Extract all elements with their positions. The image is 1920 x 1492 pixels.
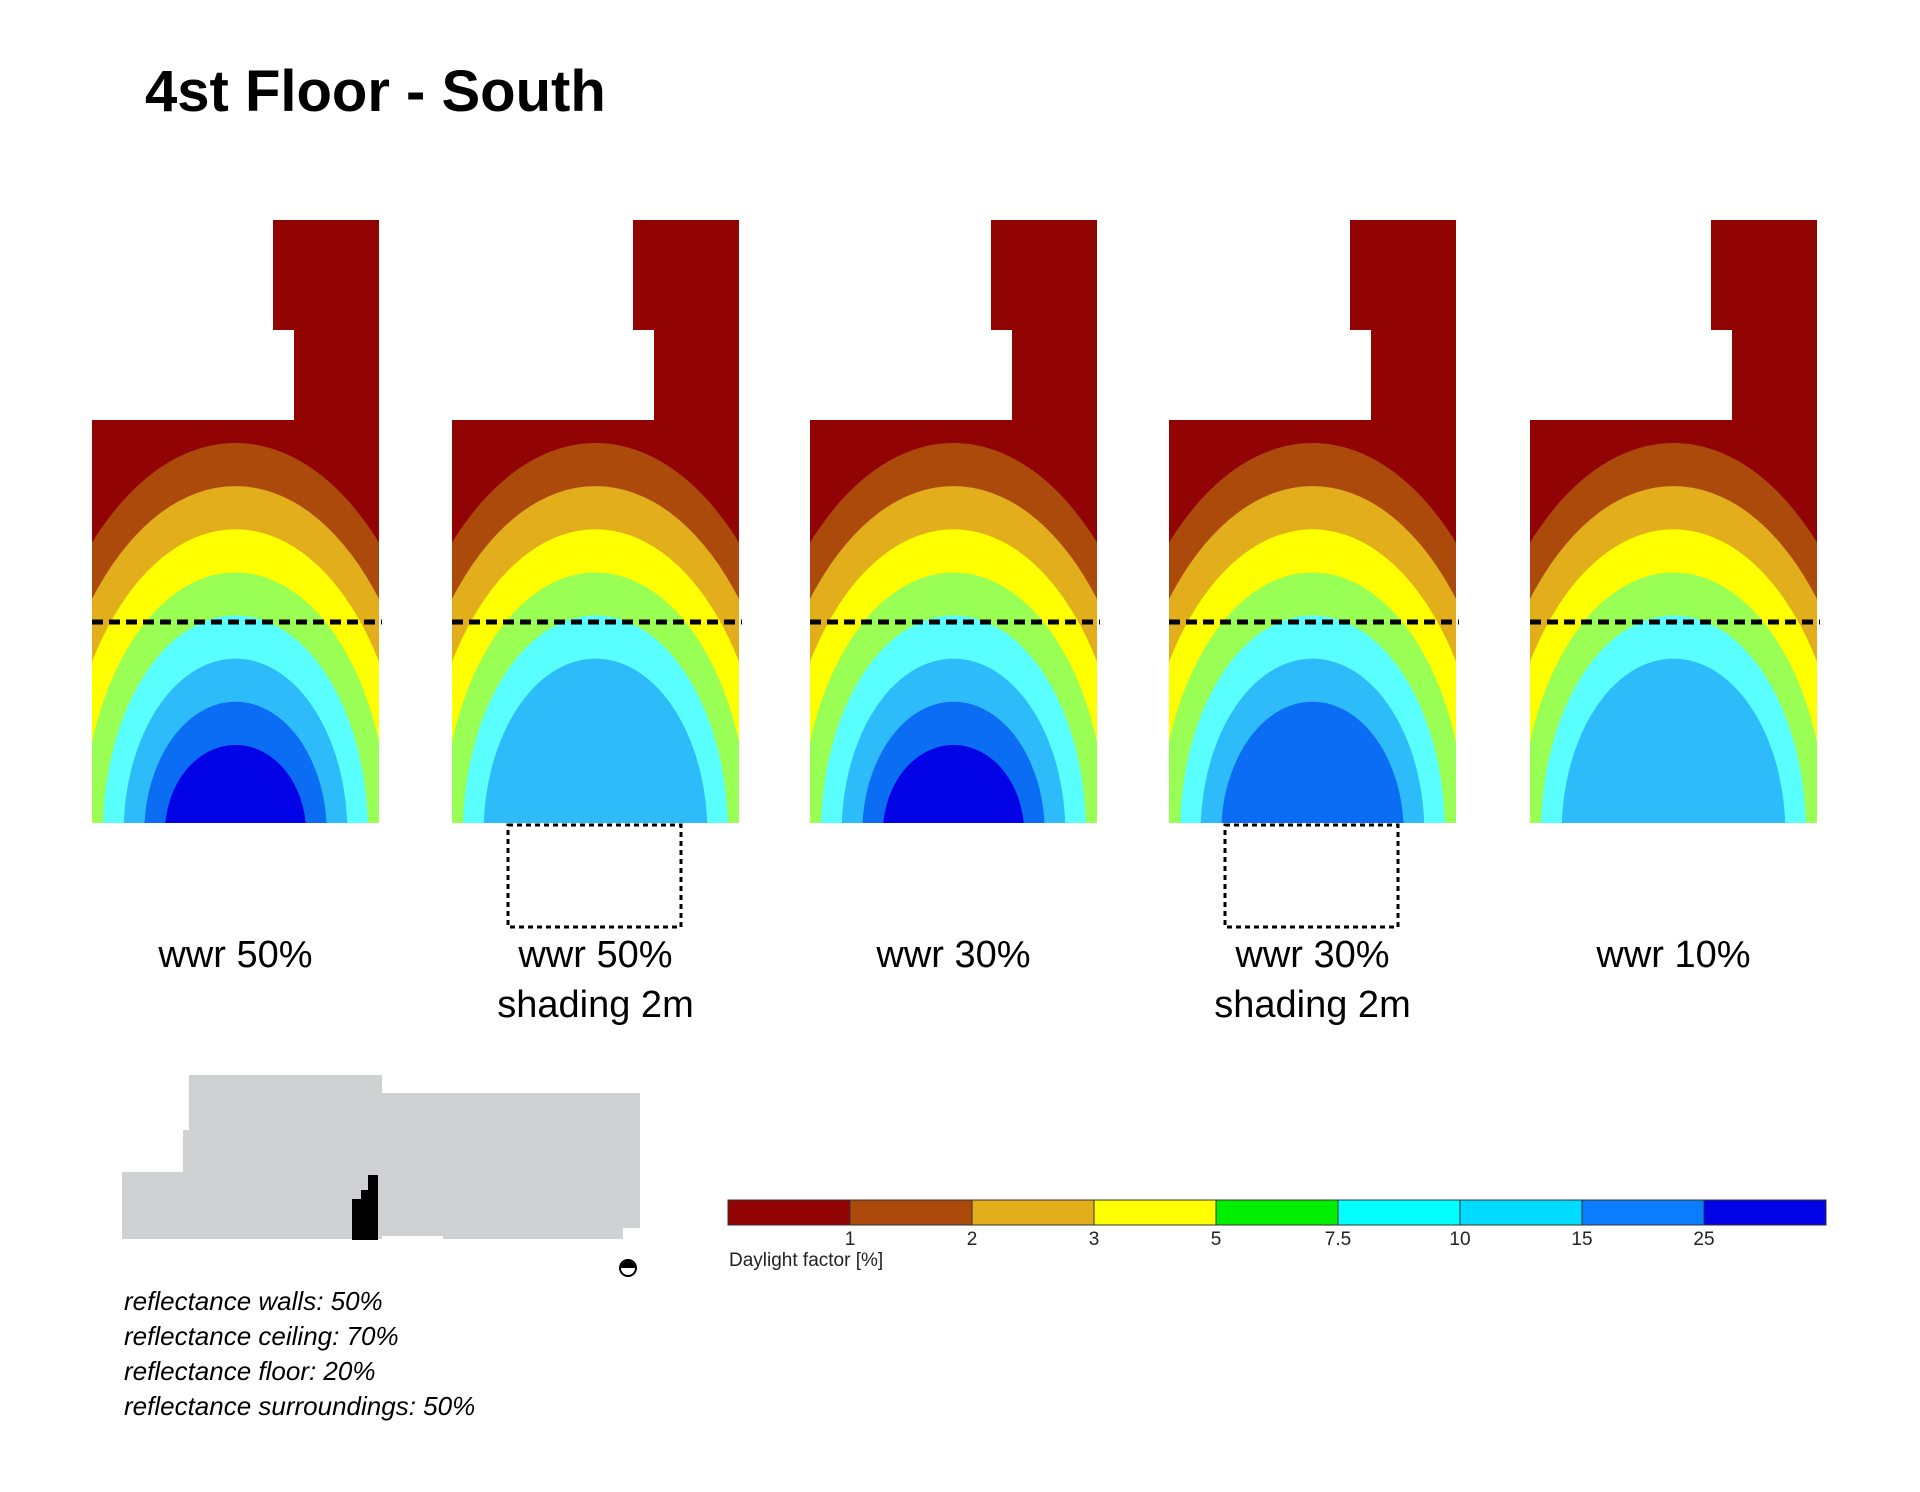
legend-tick-label: 7.5 [1325, 1229, 1351, 1250]
plan-caption-line: wwr 50% [158, 934, 313, 976]
plan-band [882, 744, 1025, 823]
plan-band [483, 658, 708, 823]
reflectance-notes: reflectance walls: 50% reflectance ceilin… [124, 1284, 475, 1424]
plan-3 [810, 220, 1100, 823]
plan-band [164, 744, 307, 823]
legend-tick-label: 10 [1449, 1229, 1470, 1250]
legend-swatch [1337, 1199, 1461, 1226]
reflectance-note: reflectance surroundings: 50% [124, 1391, 476, 1421]
plan-band [1221, 701, 1404, 823]
plan-5 [1530, 220, 1820, 823]
shading-box [506, 823, 683, 929]
plan-caption: wwr 30% [784, 930, 1124, 980]
legend-swatch [1581, 1199, 1705, 1226]
plan-band [1561, 658, 1786, 823]
plan-caption: wwr 50% [66, 930, 406, 980]
plan-caption-line: shading 2m [497, 984, 694, 1026]
north-arrow-icon [619, 1259, 637, 1277]
plan-caption-line: wwr 30% [876, 934, 1031, 976]
legend-swatch [1703, 1199, 1827, 1226]
legend-tick-label: 1 [845, 1229, 856, 1250]
site-surroundings [122, 1075, 640, 1239]
shading-box [1223, 823, 1400, 929]
plan-caption-line: wwr 10% [1596, 934, 1751, 976]
plan-caption: wwr 30% shading 2m [1143, 930, 1483, 1030]
legend-tick-label: 5 [1211, 1229, 1222, 1250]
legend-swatch [849, 1199, 973, 1226]
legend-tick-label: 25 [1693, 1229, 1714, 1250]
legend-swatch [1093, 1199, 1217, 1226]
legend-title: Daylight factor [%] [729, 1250, 884, 1271]
reflectance-note: reflectance walls: 50% [124, 1286, 383, 1316]
reflectance-note: reflectance floor: 20% [124, 1356, 376, 1386]
daylight-plans [92, 220, 1820, 929]
plan-1 [92, 220, 382, 823]
legend-swatch [727, 1199, 851, 1226]
legend-swatch [971, 1199, 1095, 1226]
plan-caption-line: shading 2m [1214, 984, 1411, 1026]
plan-caption-line: wwr 30% [1235, 934, 1390, 976]
legend-tick-label: 3 [1089, 1229, 1100, 1250]
legend-swatch [1459, 1199, 1583, 1226]
plan-2 [452, 220, 742, 929]
legend-tick-label: 15 [1571, 1229, 1592, 1250]
plan-caption-line: wwr 50% [518, 934, 673, 976]
daylight-factor-legend: 1 2 3 5 7.5 10 15 25 [727, 1199, 1827, 1250]
legend-tick-label: 2 [967, 1229, 978, 1250]
reflectance-note: reflectance ceiling: 70% [124, 1321, 399, 1351]
page-title: 4st Floor - South [145, 59, 606, 124]
site-plan [122, 1075, 640, 1277]
site-building [352, 1175, 378, 1240]
legend-swatch [1215, 1199, 1339, 1226]
plan-caption: wwr 50% shading 2m [426, 930, 766, 1030]
site-gap [382, 1236, 443, 1240]
plan-caption: wwr 10% [1504, 930, 1844, 980]
